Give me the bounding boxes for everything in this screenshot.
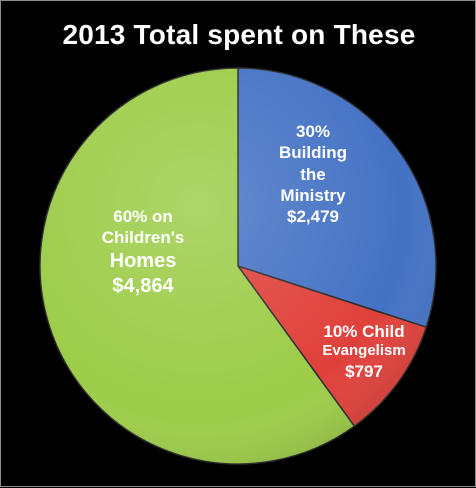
label-line: $797	[345, 362, 383, 381]
label-line: Building	[279, 143, 347, 163]
label-line: Ministry	[280, 185, 346, 205]
label-line: $2,479	[287, 207, 339, 226]
label-line: the	[300, 164, 326, 184]
label-line: Evangelism	[322, 342, 406, 360]
label-line: Children's	[101, 228, 185, 248]
label-line: 10% Child	[323, 322, 405, 341]
label-line: Homes	[109, 249, 177, 272]
chart-title: 2013 Total spent on These	[62, 19, 416, 50]
label-line: $4,864	[112, 274, 174, 297]
slice-label-building-the-ministry: 30% Building the Ministry $2,479	[263, 121, 363, 227]
slice-label-childrens-homes: 60% on Children's Homes $4,864	[73, 206, 213, 299]
slice-label-child-evangelism: 10% Child Evangelism $797	[309, 321, 419, 382]
label-line: 30%	[295, 122, 331, 141]
label-line: 60% on	[113, 207, 173, 226]
